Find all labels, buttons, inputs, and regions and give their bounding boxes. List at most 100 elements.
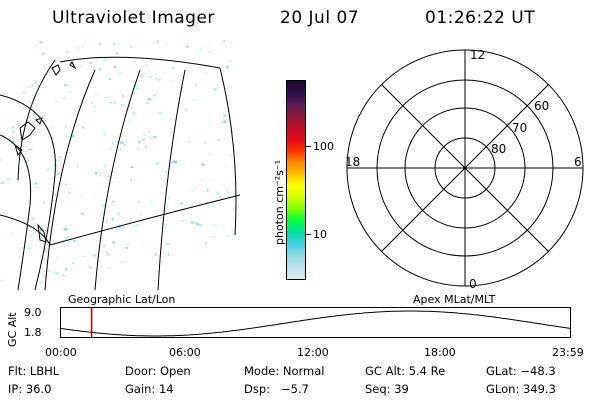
uv-speckle (194, 281, 198, 283)
uv-speckle (191, 190, 194, 192)
uv-speckle (18, 255, 20, 257)
uv-speckle (140, 75, 143, 78)
uv-speckle (192, 99, 197, 101)
colorbar-tick (306, 234, 311, 235)
uv-speckle (2, 123, 6, 125)
uv-speckle (124, 143, 126, 147)
uv-speckle (207, 71, 209, 74)
uv-speckle (55, 100, 58, 102)
time-label: 01:26:22 UT (425, 8, 536, 28)
uv-speckle (223, 114, 227, 117)
uv-speckle (107, 276, 112, 279)
uv-speckle (28, 116, 31, 119)
uv-speckle (130, 45, 133, 48)
uv-speckle (40, 235, 43, 238)
uv-speckle (16, 79, 18, 82)
uv-speckle (98, 172, 100, 174)
uv-speckle (137, 148, 139, 152)
uv-speckle (107, 96, 110, 99)
uv-speckle (41, 52, 46, 56)
mlt-label-0: 0 (469, 277, 477, 291)
uv-speckle (208, 124, 211, 126)
x-tick-1200: 12:00 (297, 346, 329, 359)
uv-speckle (172, 160, 174, 163)
uv-speckle (22, 92, 27, 94)
uv-speckle (12, 126, 14, 130)
status-flt: Flt: LBHL (8, 364, 60, 378)
uv-speckle (153, 41, 155, 44)
uv-speckle (144, 145, 147, 149)
uv-speckle (148, 130, 151, 134)
uv-speckle (34, 182, 38, 185)
uv-speckle (138, 140, 141, 144)
x-tick-2359: 23:59 (552, 346, 584, 359)
uv-speckle (223, 40, 226, 43)
uv-speckle (122, 94, 124, 98)
uv-speckle (210, 179, 212, 181)
uv-speckle (149, 200, 152, 203)
uv-speckle (69, 284, 71, 286)
uv-speckle (128, 120, 131, 124)
uv-speckle (114, 140, 118, 144)
mlat-label-80: 80 (491, 142, 506, 156)
uv-speckle (196, 223, 200, 226)
uv-speckle (116, 52, 118, 55)
uv-speckle (4, 123, 6, 126)
uv-speckle (155, 162, 160, 165)
colorbar-unit-label: photon cm⁻²s⁻¹ (273, 159, 286, 245)
polar-plot: 12 18 6 0 60 70 80 (345, 48, 584, 291)
colorbar-tick-10: 10 (313, 228, 327, 241)
longitude-line (17, 59, 56, 181)
status-mode: Mode: Normal (244, 364, 325, 378)
coastline (14, 143, 23, 157)
uv-speckle (70, 134, 75, 137)
longitude-line (157, 69, 186, 290)
uv-speckle (3, 100, 5, 102)
uv-speckle (213, 88, 218, 91)
uv-speckle (6, 178, 10, 181)
altitude-ymax: 9.0 (24, 306, 42, 319)
uv-speckle (229, 83, 231, 85)
uv-speckle (199, 257, 204, 261)
uv-speckle (31, 84, 35, 88)
uv-speckle (226, 189, 228, 191)
uv-speckle (184, 108, 188, 112)
uv-speckle (151, 270, 153, 273)
uv-speckle (199, 47, 201, 51)
uv-speckle (103, 132, 106, 136)
mlat-label-60: 60 (534, 99, 549, 113)
uv-speckle (91, 101, 94, 104)
uv-speckle (229, 281, 232, 283)
uv-speckle (109, 101, 113, 104)
uv-speckle (146, 102, 149, 104)
uv-speckle (56, 256, 59, 259)
uv-speckle (167, 205, 169, 208)
uv-speckle (16, 94, 19, 97)
uv-speckle (168, 196, 171, 199)
uv-speckle (62, 274, 64, 276)
uv-speckle (103, 245, 106, 248)
uv-speckle (203, 141, 207, 145)
longitude-line (44, 69, 96, 290)
uv-speckle (145, 64, 147, 66)
map-boundary-top (59, 56, 221, 69)
uv-speckle (117, 72, 122, 75)
uv-speckle (164, 227, 167, 230)
status-glon: GLon: 349.3 (486, 382, 556, 396)
uv-speckle (107, 253, 110, 256)
uv-speckle (185, 73, 188, 75)
altitude-plot (60, 307, 572, 338)
uv-speckle (208, 272, 211, 276)
uv-speckle (32, 103, 36, 105)
uv-speckle (54, 164, 59, 166)
uv-speckle (126, 243, 130, 245)
uv-speckle (199, 224, 203, 227)
uv-speckle (81, 44, 84, 48)
uv-speckle (5, 124, 9, 126)
uv-speckle (124, 271, 126, 273)
uv-speckle (56, 173, 60, 176)
uv-speckle (39, 40, 43, 44)
uv-speckle (167, 253, 170, 256)
uv-speckle (112, 240, 115, 244)
uv-speckle (227, 258, 230, 261)
